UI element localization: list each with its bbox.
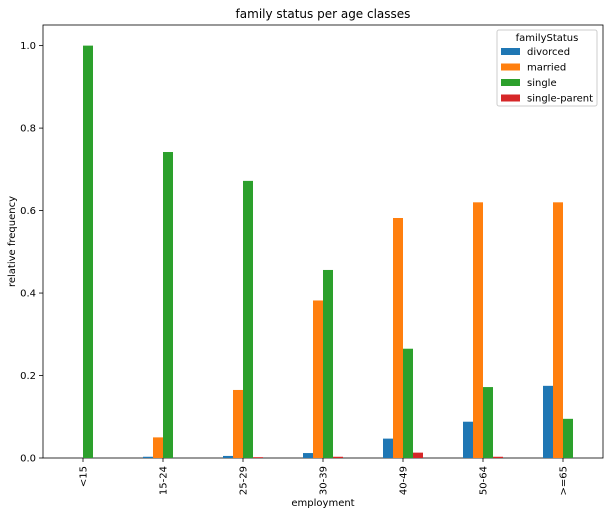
y-tick-label: 0.8	[20, 124, 36, 135]
y-tick-label: 0.0	[20, 454, 36, 465]
bar-single-65	[563, 418, 573, 458]
bar-married-30-39	[313, 300, 323, 458]
x-tick-label: 50-64	[479, 466, 490, 495]
legend-label-divorced: divorced	[527, 47, 570, 58]
x-tick-label: 25-29	[239, 466, 250, 495]
bar-single-parent-40-49	[413, 452, 423, 458]
bar-married-25-29	[233, 389, 243, 458]
legend-label-single: single	[527, 78, 557, 89]
bar-divorced-15-24	[143, 456, 153, 458]
x-axis: <15 15-24 25-29 30-39 40-49 50-64 >=65	[79, 458, 570, 495]
bar-married-65	[553, 202, 563, 458]
bar-single-parent-30-39	[333, 456, 343, 458]
bar-single-50-64	[483, 387, 493, 458]
bar-divorced-40-49	[383, 438, 393, 458]
legend-swatch-divorced	[501, 48, 520, 55]
y-tick-label: 0.6	[20, 206, 36, 217]
legend: familyStatus divorced married single single…	[496, 29, 598, 107]
legend-swatch-single-parent	[501, 94, 520, 102]
plot-area: 0.0 0.2 0.4 0.6 0.8 1.0 <15 15-24 25-29 30-39 40-…	[20, 24, 604, 495]
legend-title: familyStatus	[516, 33, 579, 44]
y-tick-label: 0.4	[20, 289, 36, 300]
bar-married-40-49	[393, 217, 403, 458]
x-axis-label: employment	[291, 498, 354, 509]
bar-single-parent-50-64	[493, 456, 503, 458]
bars	[83, 45, 573, 458]
bar-single-30-39	[323, 269, 333, 458]
bar-divorced-30-39	[303, 453, 313, 458]
x-tick-label: <15	[79, 466, 90, 487]
bar-single-15	[83, 45, 93, 458]
legend-swatch-married	[501, 63, 520, 71]
bar-married-50-64	[473, 202, 483, 458]
x-tick-label: 30-39	[319, 466, 330, 495]
legend-swatch-single	[501, 79, 520, 86]
bar-single-25-29	[243, 180, 253, 458]
bar-single-40-49	[403, 348, 413, 458]
legend-box	[496, 29, 598, 107]
legend-items: divorced married single single-parent	[501, 47, 593, 105]
x-tick-label: >=65	[559, 466, 570, 495]
y-axis-label: relative frequency	[7, 196, 18, 287]
bar-married-15-24	[153, 437, 163, 458]
bar-divorced-25-29	[223, 455, 233, 458]
y-axis: 0.0 0.2 0.4 0.6 0.8 1.0	[20, 41, 43, 465]
y-tick-label: 1.0	[20, 41, 36, 52]
legend-label-single-parent: single-parent	[527, 94, 593, 105]
x-tick-label: 40-49	[399, 466, 410, 495]
x-tick-label: 15-24	[159, 466, 170, 495]
y-tick-label: 0.2	[20, 371, 36, 382]
bar-single-parent-25-29	[253, 457, 263, 458]
bar-divorced-50-64	[463, 421, 473, 458]
bar-single-15-24	[163, 152, 173, 458]
legend-label-married: married	[527, 63, 566, 74]
chart-title: family status per age classes	[236, 7, 411, 21]
bar-divorced-65	[543, 385, 553, 458]
